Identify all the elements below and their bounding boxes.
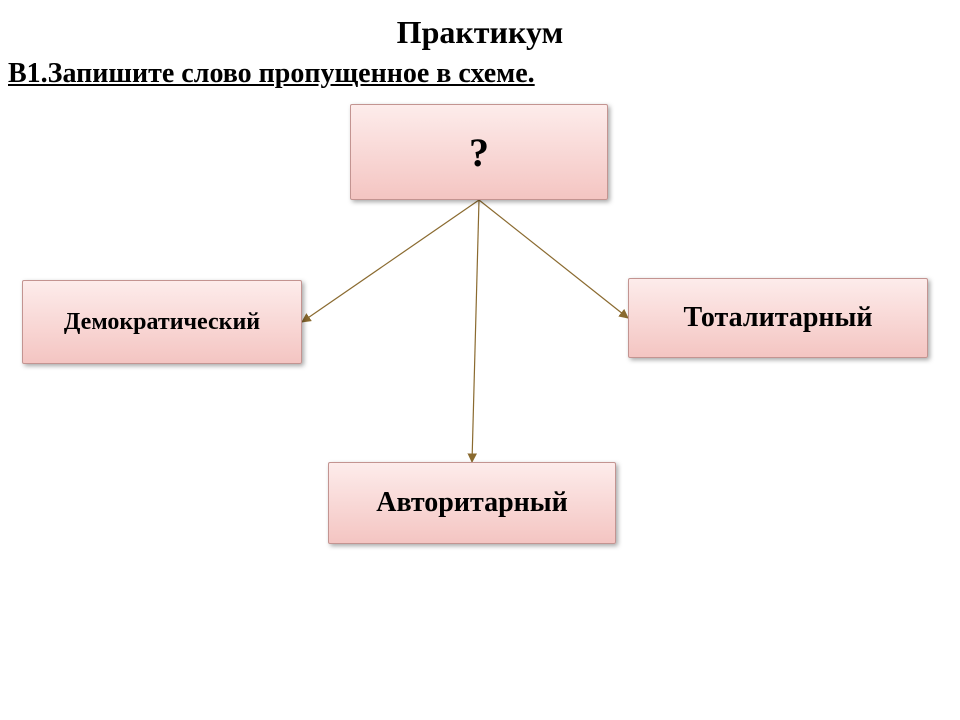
edge bbox=[472, 200, 479, 462]
node-bottom-label: Авторитарный bbox=[329, 487, 615, 519]
edge bbox=[479, 200, 628, 318]
node-right-label: Тоталитарный bbox=[629, 302, 927, 334]
node-right: Тоталитарный bbox=[628, 278, 928, 358]
node-root-label: ? bbox=[351, 129, 607, 176]
diagram-stage: Практикум В1.Запишите слово пропущенное … bbox=[0, 0, 960, 720]
page-title: Практикум bbox=[0, 14, 960, 51]
node-left-label: Демократический bbox=[23, 309, 301, 336]
task-subtitle: В1.Запишите слово пропущенное в схеме. bbox=[8, 58, 535, 90]
node-left: Демократический bbox=[22, 280, 302, 364]
edge bbox=[302, 200, 479, 322]
node-root: ? bbox=[350, 104, 608, 200]
node-bottom: Авторитарный bbox=[328, 462, 616, 544]
